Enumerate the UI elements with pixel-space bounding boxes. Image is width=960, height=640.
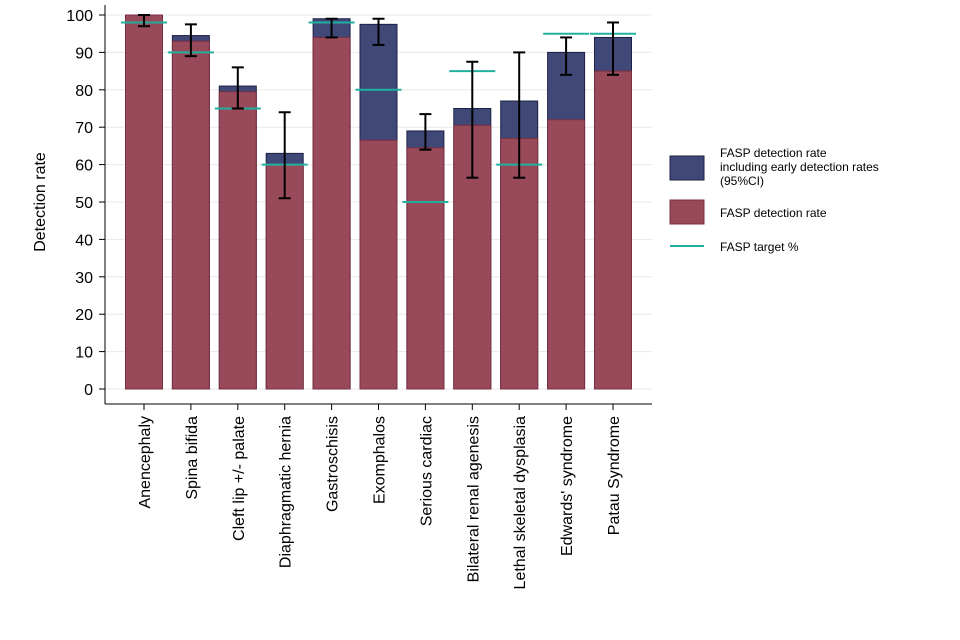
bar-fasp-patau-syndrome — [594, 70, 632, 390]
legend-swatch-early-detection — [669, 155, 705, 181]
x-tick-label-edwards-syndrome: Edwards' syndrome — [559, 416, 576, 556]
x-ticks: Anencephaly Spina bifida Cleft lip +/- pal… — [137, 404, 623, 589]
bar-fasp-edwards-syndrome — [547, 119, 586, 390]
x-tick-label-serious-cardiac: Serious cardiac — [418, 416, 435, 526]
x-tick-label-anencephaly: Anencephaly — [137, 416, 154, 509]
y-tick-label-10: 10 — [75, 345, 93, 362]
bars — [125, 14, 632, 390]
y-tick-label-70: 70 — [75, 120, 93, 137]
bar-fasp-exomphalos — [359, 139, 398, 390]
y-tick-label-90: 90 — [75, 45, 93, 62]
x-tick-label-lethal-skeletal-dysplasia: Lethal skeletal dysplasia — [512, 416, 529, 590]
y-tick-label-100: 100 — [66, 8, 93, 25]
y-tick-label-0: 0 — [84, 382, 93, 399]
y-tick-label-50: 50 — [75, 195, 93, 212]
x-tick-label-cleft-lip-palate: Cleft lip +/- palate — [231, 416, 248, 541]
legend-label-early-line-1: FASP detection rate — [720, 146, 827, 160]
legend-label-target: FASP target % — [720, 240, 799, 254]
y-tick-label-40: 40 — [75, 232, 93, 249]
bar-fasp-serious-cardiac — [406, 147, 445, 390]
x-tick-label-exomphalos: Exomphalos — [372, 416, 389, 504]
x-tick-label-bilateral-renal-agenesis: Bilateral renal agenesis — [465, 416, 482, 582]
bar-fasp-gastroschisis — [312, 36, 351, 390]
legend: FASP detection rate including early dete… — [669, 146, 879, 254]
bar-fasp-cleft-lip-palate — [218, 91, 257, 390]
y-tick-label-60: 60 — [75, 158, 93, 175]
x-tick-label-patau-syndrome: Patau Syndrome — [606, 416, 623, 535]
y-tick-label-30: 30 — [75, 270, 93, 287]
y-tick-label-20: 20 — [75, 307, 93, 324]
legend-swatch-fasp-detection — [669, 199, 705, 225]
x-tick-label-gastroschisis: Gastroschisis — [325, 416, 342, 512]
legend-label-early-line-3: (95%CI) — [720, 174, 764, 188]
x-tick-label-spina-bifida: Spina bifida — [184, 416, 201, 500]
legend-label-early-line-2: including early detection rates — [720, 160, 879, 174]
legend-label-fasp: FASP detection rate — [720, 206, 827, 220]
y-ticks: 0 10 20 30 40 50 60 70 80 90 100 — [66, 8, 105, 399]
error-bars — [138, 14, 619, 200]
y-axis-label: Detection rate — [32, 152, 49, 252]
bar-fasp-spina-bifida — [171, 40, 210, 390]
bar-fasp-anencephaly — [125, 14, 163, 390]
y-tick-label-80: 80 — [75, 83, 93, 100]
bar-fasp-diaphragmatic-hernia — [265, 164, 304, 390]
x-tick-label-diaphragmatic-hernia: Diaphragmatic hernia — [278, 416, 295, 568]
bar-fasp-lethal-skeletal-dysplasia — [500, 137, 539, 390]
